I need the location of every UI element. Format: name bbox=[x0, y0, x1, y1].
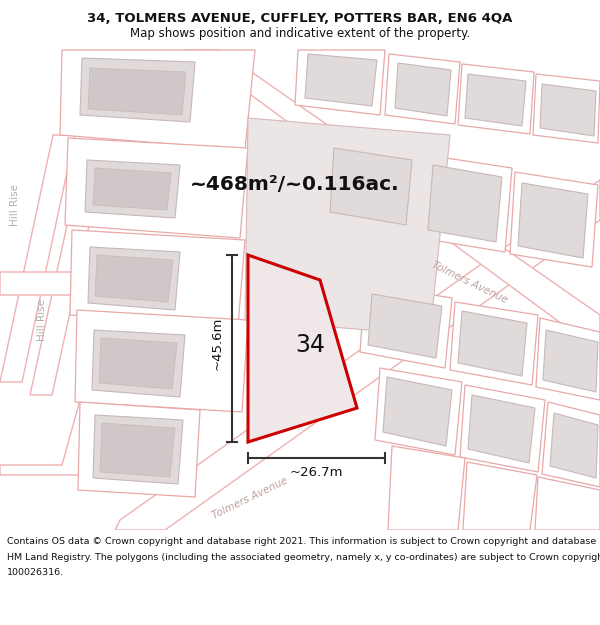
Polygon shape bbox=[78, 402, 200, 497]
Polygon shape bbox=[0, 135, 75, 382]
Polygon shape bbox=[93, 168, 171, 210]
Polygon shape bbox=[510, 172, 598, 267]
Polygon shape bbox=[88, 247, 180, 310]
Polygon shape bbox=[536, 318, 600, 400]
Polygon shape bbox=[458, 64, 534, 134]
Polygon shape bbox=[88, 68, 186, 115]
Polygon shape bbox=[385, 54, 460, 124]
Text: Map shows position and indicative extent of the property.: Map shows position and indicative extent… bbox=[130, 26, 470, 39]
Polygon shape bbox=[92, 330, 185, 397]
Polygon shape bbox=[458, 311, 527, 376]
Polygon shape bbox=[85, 160, 180, 218]
Polygon shape bbox=[70, 230, 245, 326]
Polygon shape bbox=[115, 180, 600, 530]
Polygon shape bbox=[518, 183, 588, 258]
Text: Tolmers Avenue: Tolmers Avenue bbox=[211, 476, 289, 521]
Text: ~26.7m: ~26.7m bbox=[290, 466, 343, 479]
Polygon shape bbox=[450, 302, 538, 385]
Polygon shape bbox=[533, 74, 600, 143]
Polygon shape bbox=[99, 338, 177, 389]
Polygon shape bbox=[383, 377, 452, 446]
Text: HM Land Registry. The polygons (including the associated geometry, namely x, y c: HM Land Registry. The polygons (includin… bbox=[7, 552, 600, 561]
Polygon shape bbox=[0, 272, 120, 295]
Polygon shape bbox=[395, 63, 451, 116]
Polygon shape bbox=[388, 446, 465, 530]
Polygon shape bbox=[305, 54, 377, 106]
Polygon shape bbox=[185, 50, 600, 352]
Polygon shape bbox=[540, 84, 596, 136]
Polygon shape bbox=[360, 284, 452, 368]
Polygon shape bbox=[550, 413, 598, 478]
Text: ~45.6m: ~45.6m bbox=[211, 317, 224, 370]
Polygon shape bbox=[65, 138, 248, 238]
Text: Tolmers Avenue: Tolmers Avenue bbox=[431, 259, 509, 304]
Polygon shape bbox=[60, 50, 255, 150]
Polygon shape bbox=[93, 415, 183, 484]
Text: Contains OS data © Crown copyright and database right 2021. This information is : Contains OS data © Crown copyright and d… bbox=[7, 537, 600, 546]
Polygon shape bbox=[463, 462, 537, 530]
Polygon shape bbox=[330, 148, 412, 225]
Polygon shape bbox=[0, 380, 105, 475]
Polygon shape bbox=[248, 255, 357, 442]
Polygon shape bbox=[460, 385, 545, 472]
Text: 100026316.: 100026316. bbox=[7, 568, 64, 577]
Polygon shape bbox=[375, 368, 462, 455]
Text: 34, TOLMERS AVENUE, CUFFLEY, POTTERS BAR, EN6 4QA: 34, TOLMERS AVENUE, CUFFLEY, POTTERS BAR… bbox=[88, 11, 512, 24]
Text: Hill Rise: Hill Rise bbox=[10, 184, 20, 226]
Polygon shape bbox=[468, 395, 535, 463]
Polygon shape bbox=[320, 137, 422, 235]
Text: ~468m²/~0.116ac.: ~468m²/~0.116ac. bbox=[190, 176, 400, 194]
Polygon shape bbox=[75, 310, 248, 412]
Polygon shape bbox=[100, 423, 175, 477]
Polygon shape bbox=[420, 155, 512, 252]
Polygon shape bbox=[80, 58, 195, 122]
Polygon shape bbox=[368, 294, 442, 358]
Polygon shape bbox=[465, 74, 526, 126]
Polygon shape bbox=[30, 152, 105, 395]
Polygon shape bbox=[428, 165, 502, 242]
Polygon shape bbox=[543, 330, 598, 392]
Polygon shape bbox=[535, 477, 600, 530]
Text: 34: 34 bbox=[295, 333, 325, 357]
Polygon shape bbox=[95, 255, 173, 302]
Text: Hill Rise: Hill Rise bbox=[37, 299, 47, 341]
Polygon shape bbox=[245, 118, 450, 335]
Polygon shape bbox=[542, 402, 600, 487]
Polygon shape bbox=[295, 50, 385, 115]
